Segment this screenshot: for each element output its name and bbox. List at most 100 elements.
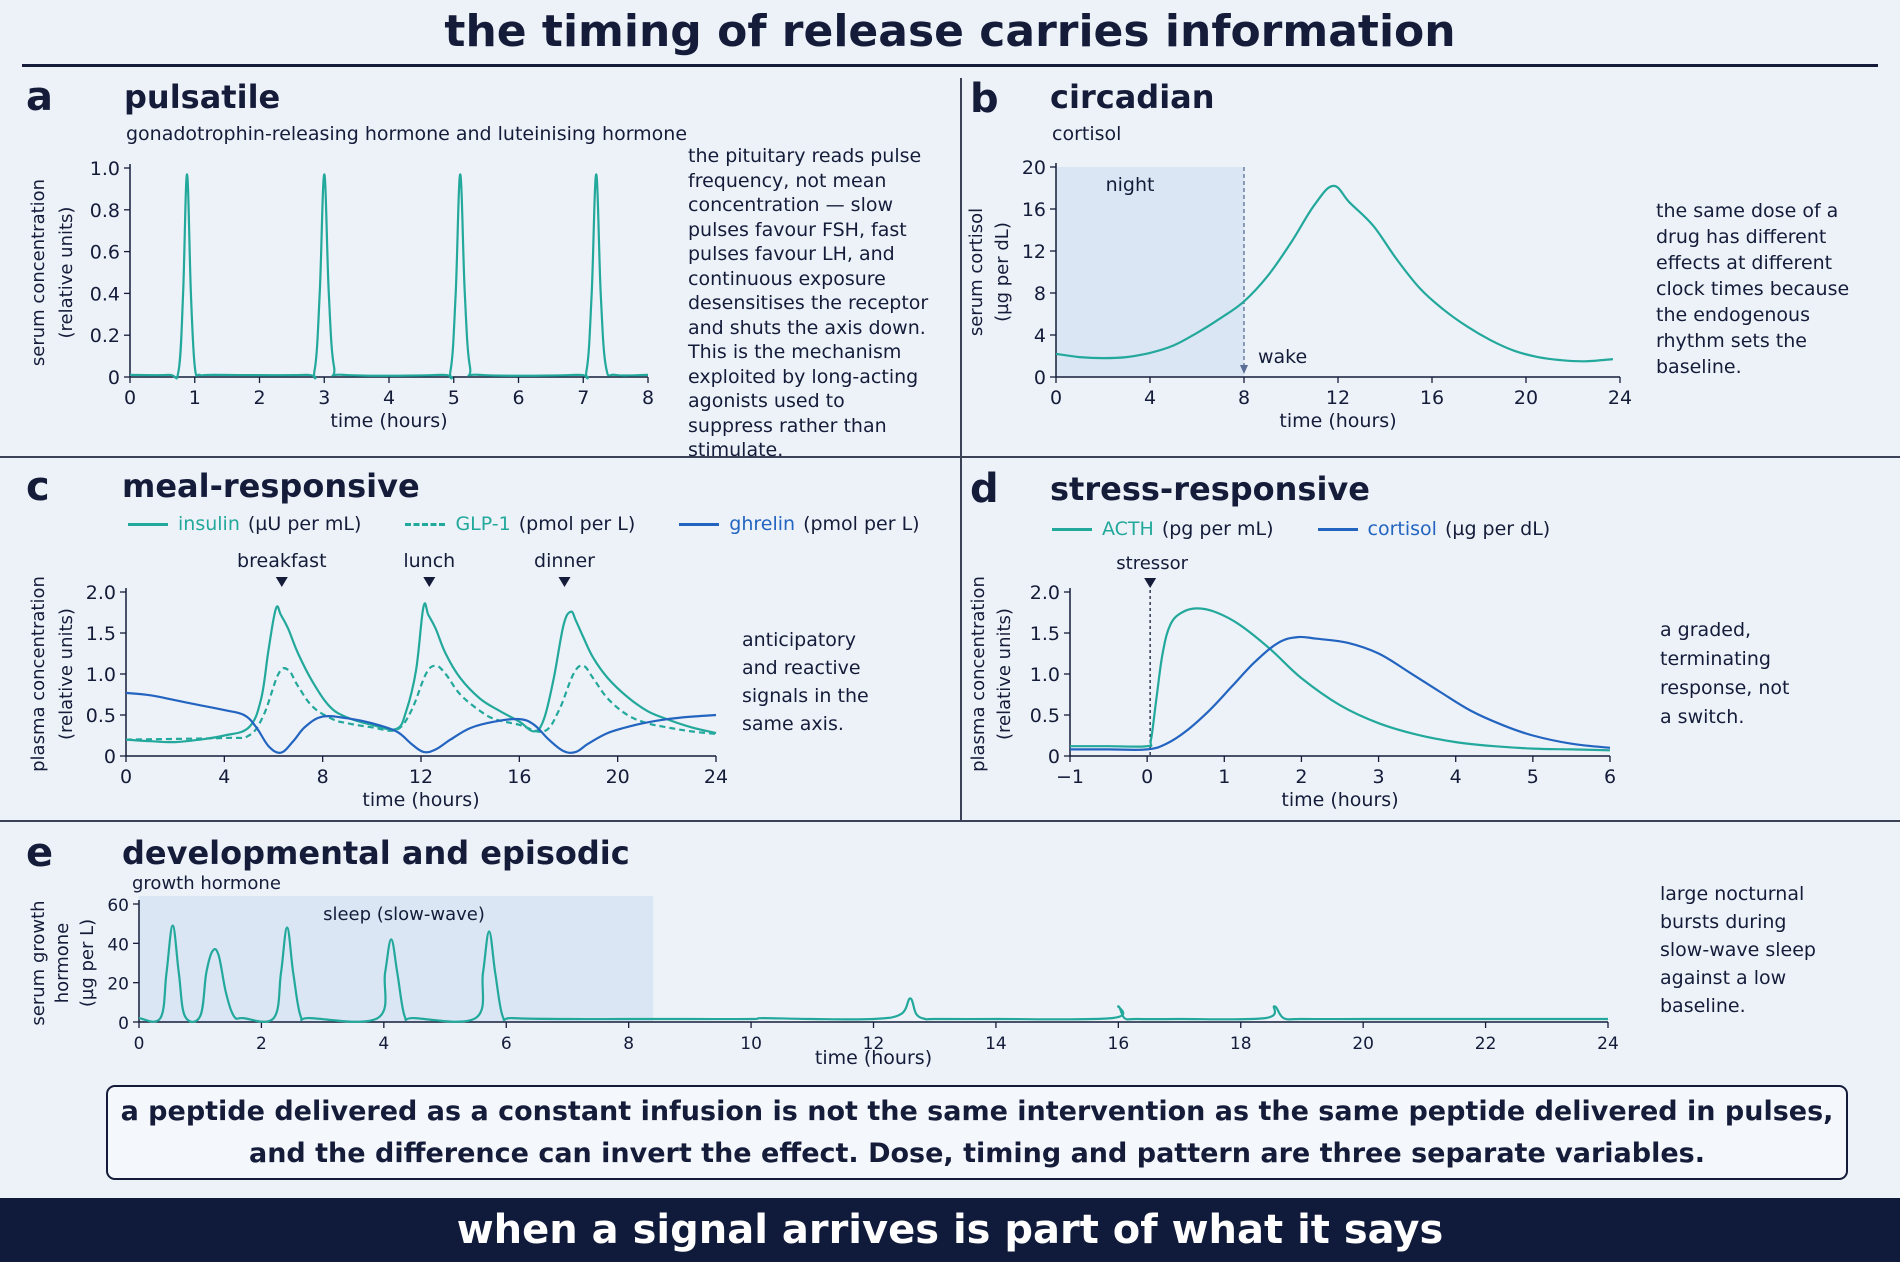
panel-d-legend: ACTH (pg per mL) cortisol (µg per dL) — [1052, 518, 1594, 540]
chart-d-event-arrow — [1144, 578, 1157, 588]
chart-c-event-label: breakfast — [237, 550, 326, 572]
chart-e-y-tick-label: 0 — [118, 1014, 129, 1034]
legend-glp1-label: GLP-1 — [455, 513, 511, 535]
panel-d-title: stress-responsive — [1050, 470, 1370, 508]
panel-a-subtitle: gonadotrophin-releasing hormone and lute… — [126, 123, 688, 145]
chart-e-y-tick-label: 60 — [107, 896, 129, 916]
chart-e-x-tick-label: 18 — [1230, 1034, 1252, 1054]
chart-b-y-tick-label: 4 — [1034, 325, 1046, 347]
chart-d-x-tick-label: 6 — [1604, 766, 1616, 788]
chart-b-x-tick-label: 12 — [1326, 387, 1350, 409]
chart-d-y-tick-label: 1.5 — [1030, 623, 1060, 645]
chart-a-y-tick-label: 0 — [108, 367, 120, 389]
chart-a: 0 1 2 3 4 5 6 7 8 0 0.2 0.4 0.6 0.8 1.0 time (hours) ser… — [28, 158, 654, 432]
chart-a-x-tick-label: 5 — [448, 387, 460, 409]
chart-d-y-tick-label: 0.5 — [1030, 705, 1060, 727]
chart-a-y-tick-label: 0.2 — [90, 325, 120, 347]
legend-acth-swatch — [1052, 527, 1092, 531]
title-rule — [22, 64, 1878, 67]
vertical-divider-mid — [960, 457, 962, 820]
chart-e-x-tick-label: 22 — [1475, 1034, 1497, 1054]
legend-acth-unit: (pg per mL) — [1161, 518, 1274, 540]
chart-d-y-tick-label: 2.0 — [1030, 582, 1060, 604]
chart-c-event-label: lunch — [403, 550, 455, 572]
chart-b-x-tick-label: 24 — [1608, 387, 1632, 409]
chart-a-x-tick-label: 4 — [383, 387, 395, 409]
vertical-divider-top — [960, 78, 962, 456]
chart-c-series-ghrelin-line — [125, 691, 717, 754]
chart-b: night 0 4 8 12 16 20 24 0 4 8 12 16 20 time (hours) ser… — [966, 157, 1632, 432]
chart-c-event-arrow — [558, 577, 571, 587]
legend-ghrelin-label: ghrelin — [729, 513, 796, 535]
chart-a-x-tick-label: 6 — [512, 387, 524, 409]
chart-c-event-arrow — [275, 577, 288, 587]
chart-a-y-tick-label: 0.6 — [90, 242, 120, 264]
chart-d-x-tick-label: 3 — [1373, 766, 1385, 788]
chart-e-x-tick-label: 12 — [863, 1034, 885, 1054]
chart-d-series-cortisol-line — [1069, 635, 1611, 751]
panel-b-letter: b — [970, 76, 999, 122]
chart-c-x-label: time (hours) — [362, 789, 479, 811]
legend-insulin-swatch — [128, 522, 168, 526]
chart-c-series-glp-1-line — [125, 664, 717, 741]
chart-c-y-label: (relative units) — [56, 608, 77, 740]
panel-a-title: pulsatile — [124, 78, 281, 116]
chart-b-y-tick-label: 16 — [1022, 199, 1046, 221]
chart-e: sleep (slow-wave)0 2 4 6 8 10 12 14 16 18 20 22 2402… — [28, 896, 1619, 1069]
chart-d-x-tick-label: 4 — [1450, 766, 1462, 788]
chart-b-x-tick-label: 16 — [1420, 387, 1444, 409]
chart-b-y-tick-label: 8 — [1034, 283, 1046, 305]
panel-a-note: the pituitary reads pulse frequency, not… — [688, 145, 929, 461]
chart-a-y-tick-label: 1.0 — [90, 158, 120, 180]
legend-acth-label: ACTH — [1102, 518, 1154, 540]
legend-cortisol-swatch — [1317, 527, 1358, 531]
chart-d-y-label: plasma concentration — [968, 576, 989, 772]
chart-a-y-label: (relative units) — [56, 207, 77, 339]
chart-c-x-tick-label: 20 — [606, 766, 630, 788]
chart-c-x-tick-label: 0 — [120, 766, 132, 788]
chart-a-y-tick-label: 0.8 — [90, 200, 120, 222]
chart-d-y-label: (relative units) — [994, 608, 1015, 740]
legend-insulin-unit: (µU per mL) — [247, 513, 362, 535]
chart-a-y-label: serum concentration — [28, 179, 49, 366]
chart-b-y-label: serum cortisol — [966, 208, 987, 336]
legend-cortisol-unit: (µg per dL) — [1444, 518, 1551, 540]
chart-c-y-tick-label: 2.0 — [86, 582, 116, 604]
panel-e-letter: e — [26, 830, 54, 876]
legend-glp1-unit: (pmol per L) — [518, 513, 636, 535]
chart-c-x-tick-label: 16 — [507, 766, 531, 788]
chart-b-wake-label: wake — [1258, 346, 1307, 368]
chart-d-x-tick-label: 2 — [1295, 766, 1307, 788]
chart-e-y-label: hormone — [52, 923, 73, 1004]
chart-e-x-tick-label: 8 — [623, 1034, 634, 1054]
chart-c-y-tick-label: 1.5 — [86, 623, 116, 645]
chart-b-y-tick-label: 20 — [1022, 157, 1046, 179]
conclusion-line-1: a peptide delivered as a constant infusi… — [120, 1095, 1834, 1127]
chart-b-y-tick-label: 12 — [1022, 241, 1046, 263]
panel-d-note: a graded, terminating response, not a sw… — [1660, 619, 1790, 728]
chart-c-y-tick-label: 0.5 — [86, 705, 116, 727]
chart-b-y-label: (µg per dL) — [992, 222, 1013, 322]
chart-d-y-tick-label: 1.0 — [1030, 664, 1060, 686]
panel-b-subtitle: cortisol — [1052, 123, 1122, 145]
chart-e-x-tick-label: 4 — [378, 1034, 389, 1054]
chart-c: 0 4 8 12 16 20 24 0 0.5 1.0 1.5 2.0 time (hours) plas… — [28, 550, 728, 811]
chart-e-y-label: serum growth — [28, 900, 49, 1025]
chart-d-x-tick-label: −1 — [1056, 766, 1084, 788]
chart-e-x-tick-label: 14 — [985, 1034, 1007, 1054]
chart-c-series-insulin-line — [125, 602, 717, 744]
chart-c-x-tick-label: 24 — [704, 766, 728, 788]
chart-b-x-label: time (hours) — [1279, 410, 1396, 432]
chart-a-x-label: time (hours) — [330, 410, 447, 432]
conclusion-box: a peptide delivered as a constant infusi… — [106, 1085, 1848, 1180]
chart-e-y-label: (µg per L) — [77, 919, 98, 1007]
panel-b-title: circadian — [1050, 78, 1215, 116]
chart-e-x-label: time (hours) — [815, 1047, 932, 1069]
chart-b-series-0-line — [1055, 184, 1613, 363]
chart-e-x-tick-label: 16 — [1108, 1034, 1130, 1054]
chart-a-x-tick-label: 3 — [318, 387, 330, 409]
chart-b-shade — [1056, 167, 1244, 377]
chart-e-x-tick-label: 2 — [256, 1034, 267, 1054]
page-title: the timing of release carries informatio… — [444, 6, 1456, 57]
